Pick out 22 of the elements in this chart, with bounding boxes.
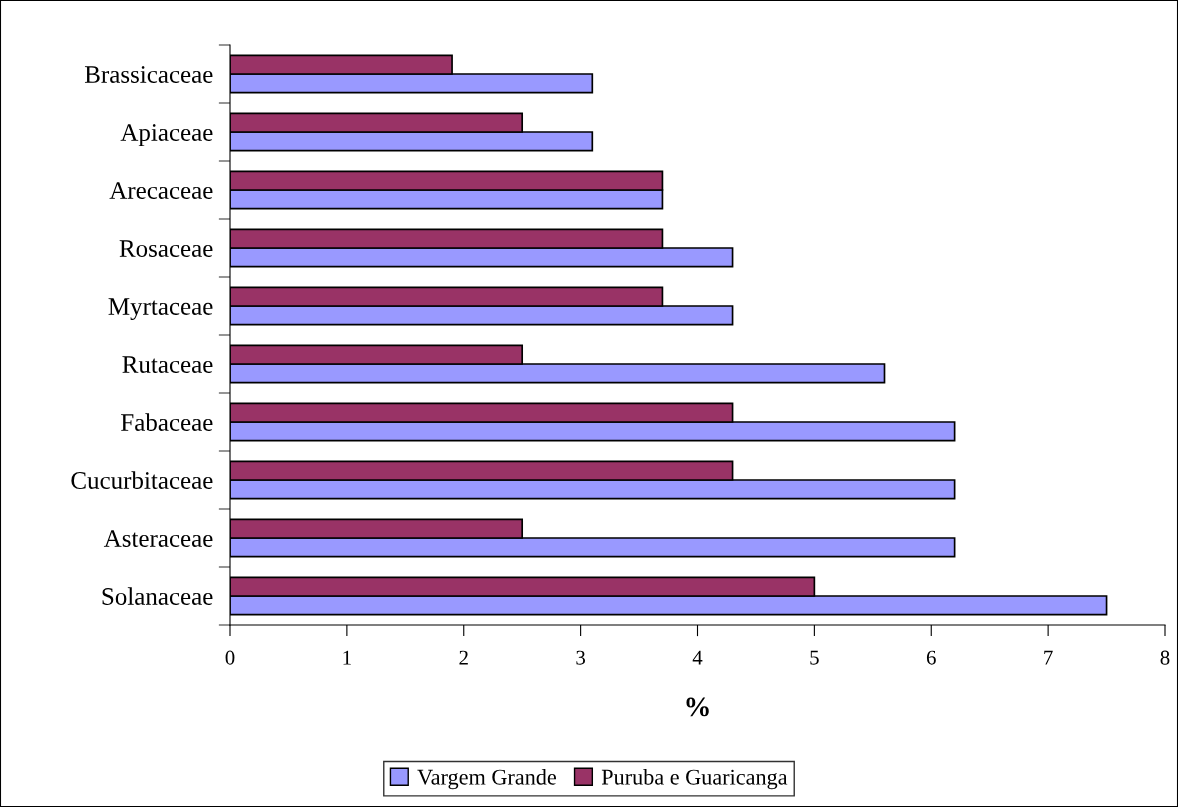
- x-tick-label: 7: [1044, 650, 1053, 665]
- y-tick-label: Rosaceae: [119, 240, 213, 257]
- x-tick-label: 6: [926, 650, 936, 665]
- y-tick-label: Asteraceae: [103, 530, 213, 547]
- y-tick-label: Brassicaceae: [84, 66, 213, 83]
- x-tick-label: 1: [343, 650, 351, 665]
- x-tick-label: 8: [1160, 650, 1170, 665]
- y-tick-label: Rutaceae: [122, 356, 213, 373]
- y-tick-label: Myrtaceae: [108, 298, 213, 321]
- y-tick-label: Apiaceae: [120, 124, 213, 146]
- x-tick-label: 4: [692, 650, 703, 665]
- x-tick-label: 0: [225, 650, 235, 665]
- y-tick-label: Cucurbitaceae: [71, 471, 213, 489]
- x-tick-label: 2: [459, 650, 468, 665]
- legend-label: Vargem Grande: [417, 769, 556, 790]
- x-tick-label: 5: [810, 650, 819, 665]
- y-tick-label: Arecaceae: [109, 182, 213, 199]
- y-tick-label: Fabaceae: [121, 413, 213, 431]
- x-tick-label: 3: [576, 650, 586, 665]
- legend-label: Puruba e Guaricanga: [601, 769, 788, 790]
- y-tick-label: Solanaceae: [102, 587, 213, 605]
- x-axis-title: %: [686, 697, 709, 717]
